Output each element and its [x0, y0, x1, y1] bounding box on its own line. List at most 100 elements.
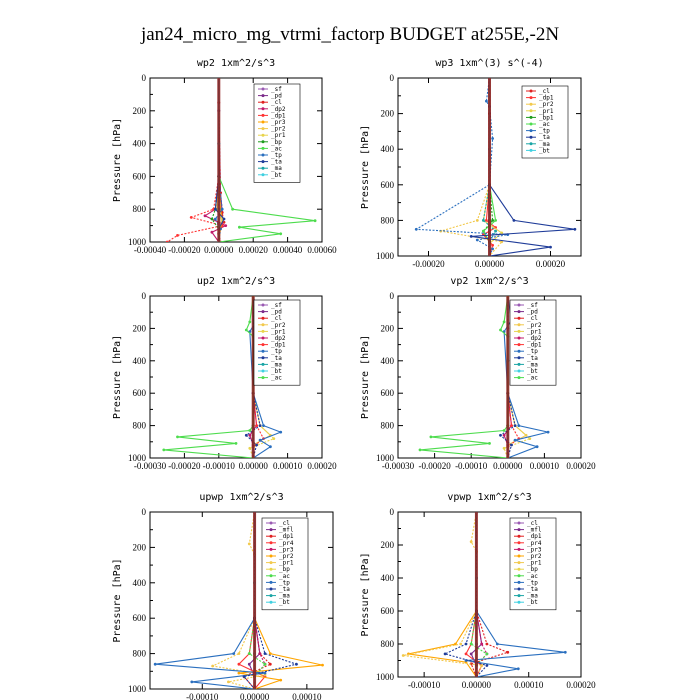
data-point	[494, 219, 497, 222]
data-point	[222, 220, 226, 224]
y-tick-label: 600	[381, 388, 395, 398]
panel-title: wp2 1xm^2/s^3	[197, 58, 275, 69]
data-point	[268, 652, 272, 655]
legend-marker	[269, 541, 273, 545]
legend-label: _ta	[539, 134, 550, 141]
legend-marker	[261, 323, 265, 327]
x-tick-label: -0.00020	[418, 461, 451, 471]
legend-label: _tp	[527, 348, 538, 355]
legend-label: _cl	[527, 520, 538, 527]
legend-marker	[269, 528, 273, 532]
legend-marker	[261, 107, 265, 111]
legend-label: _pr1	[539, 108, 554, 115]
data-point	[247, 542, 251, 546]
y-tick-label: 1000	[376, 672, 395, 682]
x-tick-label: -0.00010	[186, 692, 219, 700]
legend-marker	[261, 113, 265, 117]
legend-marker	[261, 343, 265, 347]
data-point	[485, 99, 488, 103]
legend-label: _ac	[271, 145, 282, 152]
data-point	[238, 225, 241, 229]
legend-label: _mfl	[279, 527, 294, 534]
legend-marker	[517, 567, 521, 571]
legend-label: _pr1	[271, 328, 286, 335]
legend-marker	[269, 534, 273, 538]
legend-marker	[529, 115, 533, 119]
data-point	[263, 671, 267, 675]
y-axis-label: Pressure [hPa]	[112, 558, 123, 642]
legend-label: _ac	[279, 573, 290, 580]
legend-label: _cl	[271, 99, 282, 106]
data-point	[464, 652, 468, 656]
y-tick-label: 1000	[128, 237, 147, 247]
data-point	[573, 227, 577, 231]
legend-label: _dp1	[271, 342, 286, 349]
data-point	[248, 320, 252, 324]
legend-marker	[269, 580, 273, 584]
legend-label: _pr4	[527, 540, 542, 547]
panel-title: wp3 1xm^(3) s^(-4)	[435, 58, 543, 69]
legend-label: _pr2	[279, 553, 294, 560]
legend-label: _sf	[527, 302, 538, 309]
data-point	[502, 446, 506, 450]
legend-label: _ta	[527, 355, 538, 362]
legend-label: _pr1	[279, 560, 294, 567]
panel-title: vpwp 1xm^2/s^3	[447, 492, 531, 503]
data-point	[258, 652, 262, 655]
data-point	[269, 445, 272, 449]
legend-marker	[269, 594, 273, 598]
data-point	[485, 664, 489, 667]
legend-label: _pr4	[279, 540, 294, 547]
data-point	[248, 429, 252, 432]
legend-marker	[517, 362, 521, 366]
y-tick-label: 400	[133, 139, 147, 149]
x-tick-label: -0.00030	[382, 461, 415, 471]
x-tick-label: 0.00000	[239, 461, 269, 471]
legend-marker	[261, 336, 265, 340]
y-tick-label: 400	[133, 356, 147, 366]
legend-marker	[517, 580, 521, 584]
legend-marker	[261, 376, 265, 380]
y-tick-label: 800	[133, 649, 147, 659]
plot-area	[401, 512, 567, 677]
data-point	[190, 680, 194, 684]
panel-title: up2 1xm^2/s^3	[197, 276, 275, 287]
legend-label: _bt	[527, 368, 538, 375]
legend-marker	[517, 528, 521, 532]
data-point	[502, 433, 506, 437]
data-point	[469, 235, 473, 238]
legend-label: _bt	[271, 172, 282, 179]
legend-marker	[517, 349, 521, 353]
legend-label: _ta	[271, 159, 282, 166]
legend-marker	[269, 567, 273, 571]
legend-marker	[517, 534, 521, 538]
legend: _sf_pd_cl_pr2_pr1_dp2_dp1_tp_ta_ma_bt_ac	[253, 299, 301, 386]
legend-box	[261, 517, 309, 611]
figure-title: jan24_micro_mg_vtrmi_factorp BUDGET at25…	[140, 24, 559, 45]
data-point	[211, 664, 215, 668]
data-point	[248, 433, 252, 437]
data-point	[482, 219, 485, 222]
y-tick-label: 600	[133, 171, 147, 181]
legend-label: _pr3	[271, 119, 286, 126]
data-point	[263, 662, 267, 666]
data-point	[480, 664, 484, 667]
chart-panel-6: vpwp 1xm^2/s^3 0 200 400 600 800 1000 -0.00010 0…	[360, 492, 596, 690]
legend: _sf_pd_cl_dp2_dp1_pr3_pr2_pr1_bp_ac_tp_t…	[253, 83, 301, 183]
legend: _cl_mfl_dp1_pr4_pr3_pr2_pr1_bp_ac_tp_ta_…	[509, 517, 557, 611]
legend-marker	[529, 142, 533, 146]
legend-label: _ma	[271, 165, 282, 172]
legend-marker	[517, 303, 521, 307]
y-tick-label: 800	[133, 204, 147, 214]
y-tick-label: 400	[381, 573, 395, 583]
legend-marker	[261, 160, 265, 164]
legend-marker	[517, 594, 521, 598]
data-point	[237, 671, 241, 675]
y-tick-label: 800	[381, 215, 395, 225]
legend: _sf_pd_cl_pr2_pr1_dp2_dp1_tp_ta_ma_bt_ac	[509, 299, 557, 386]
legend-label: _dp1	[527, 342, 542, 349]
y-tick-label: 200	[133, 323, 147, 333]
plot-area	[165, 78, 317, 242]
data-point	[247, 662, 251, 666]
x-tick-label: 0.00010	[530, 461, 560, 471]
